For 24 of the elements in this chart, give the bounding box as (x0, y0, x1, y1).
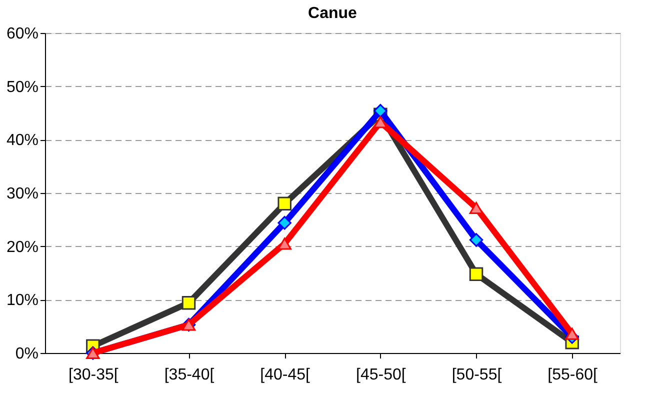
y-tick-label: 40% (6, 132, 38, 150)
x-tick-label: [50-55[ (452, 366, 502, 384)
point (374, 104, 388, 118)
y-tick-label: 30% (6, 186, 38, 202)
y-tick-label: 0% (15, 346, 38, 362)
point (182, 296, 196, 310)
point (374, 116, 388, 128)
chart-title: Canue (308, 5, 358, 22)
point (469, 267, 484, 281)
point (565, 328, 579, 340)
point (278, 196, 292, 211)
y-tick-label: 50% (6, 78, 38, 96)
point (278, 238, 292, 250)
point (278, 216, 292, 230)
point (469, 233, 484, 247)
x-tick-label: [40-45[ (260, 366, 311, 384)
x-tick-label: [45-50[ (356, 366, 406, 384)
y-tick-label: 60% (6, 26, 38, 42)
x-tick-label: [55-60[ (548, 366, 598, 384)
y-tick-label: 10% (6, 292, 38, 310)
point (469, 202, 484, 214)
y-tick-label: 20% (6, 238, 38, 256)
x-tick-label: [30-35[ (68, 366, 119, 384)
x-tick-label: [35-40[ (164, 366, 215, 384)
